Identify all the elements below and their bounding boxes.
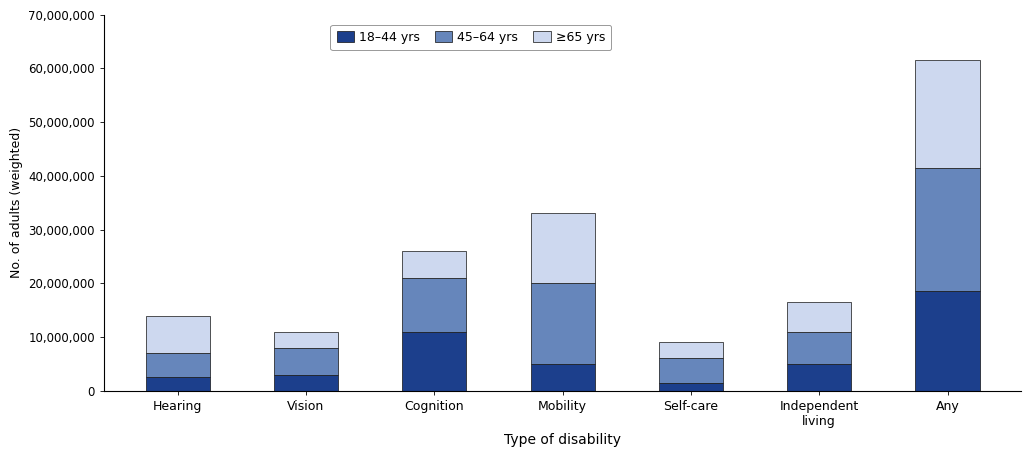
Bar xyxy=(916,291,979,391)
Y-axis label: No. of adults (weighted): No. of adults (weighted) xyxy=(9,127,23,278)
X-axis label: Type of disability: Type of disability xyxy=(504,433,621,447)
Bar xyxy=(659,342,723,358)
Bar xyxy=(402,332,466,391)
Bar xyxy=(787,302,852,332)
Bar xyxy=(145,377,209,391)
Bar xyxy=(274,375,338,391)
Bar xyxy=(531,283,595,364)
Legend: 18–44 yrs, 45–64 yrs, ≥65 yrs: 18–44 yrs, 45–64 yrs, ≥65 yrs xyxy=(330,25,611,50)
Bar xyxy=(402,251,466,278)
Bar xyxy=(402,278,466,332)
Bar xyxy=(916,60,979,168)
Bar xyxy=(916,168,979,291)
Bar xyxy=(274,348,338,375)
Bar xyxy=(787,332,852,364)
Bar xyxy=(531,364,595,391)
Bar xyxy=(659,383,723,391)
Bar xyxy=(145,353,209,377)
Bar xyxy=(659,358,723,383)
Bar xyxy=(145,315,209,353)
Bar xyxy=(787,364,852,391)
Bar xyxy=(274,332,338,348)
Bar xyxy=(531,213,595,283)
